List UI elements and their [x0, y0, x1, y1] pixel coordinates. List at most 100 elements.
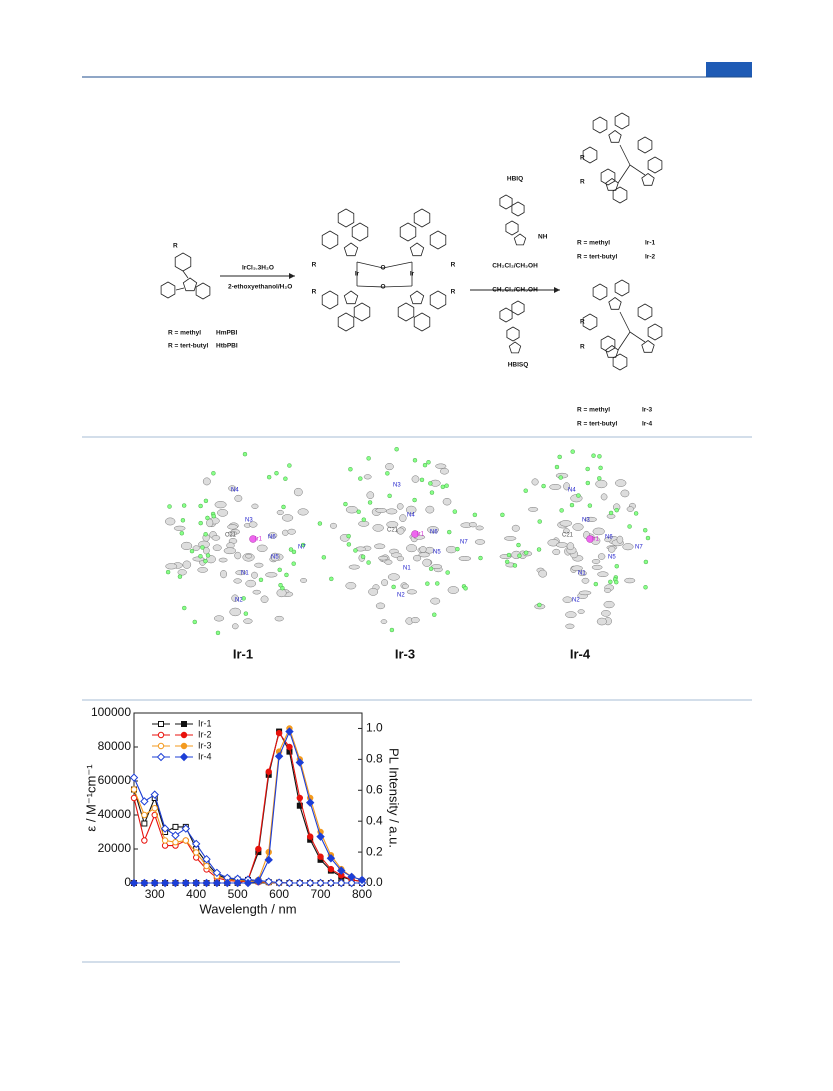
- label: N1: [403, 566, 411, 572]
- data-point: [130, 794, 138, 802]
- bond: [382, 261, 413, 269]
- atom-ellipsoid: [385, 463, 394, 471]
- atom-ellipsoid: [559, 520, 573, 527]
- hydrogen: [165, 569, 171, 575]
- atom-ellipsoid: [251, 571, 258, 579]
- hydrogen: [500, 512, 505, 518]
- ring: [600, 168, 616, 186]
- atom-ellipsoid: [578, 590, 592, 596]
- atom-ellipsoid: [363, 474, 372, 480]
- hydrogen: [597, 454, 602, 459]
- atom-ellipsoid: [233, 578, 242, 584]
- y-tick-label: 100000: [91, 705, 131, 719]
- atom-ellipsoid: [245, 579, 257, 588]
- hydrogen: [432, 612, 437, 617]
- atom-ellipsoid: [234, 494, 243, 502]
- ring: [409, 242, 425, 257]
- atom-ellipsoid: [270, 552, 280, 562]
- arrow-head: [289, 273, 295, 279]
- data-point: [191, 878, 201, 888]
- y-tick-label: 60000: [98, 773, 132, 787]
- data-point: [285, 727, 294, 736]
- atom-ellipsoid: [386, 521, 399, 528]
- atom-ellipsoid: [223, 547, 237, 555]
- label: N4: [568, 488, 576, 494]
- label: R = tert-butyl: [577, 421, 617, 428]
- data-point: [285, 878, 294, 888]
- hydrogen: [576, 493, 581, 498]
- label: Ir-1: [233, 646, 253, 661]
- ring: [429, 290, 447, 310]
- label: R = methyl: [577, 240, 610, 247]
- label: Ir1: [417, 532, 425, 538]
- ring: [508, 341, 522, 354]
- hydrogen: [506, 552, 512, 558]
- ring: [399, 222, 417, 242]
- label: C21: [225, 533, 237, 539]
- ring: [612, 353, 628, 371]
- ring: [413, 208, 431, 228]
- hydrogen: [419, 477, 425, 483]
- hydrogen: [425, 581, 430, 586]
- ring: [337, 208, 355, 228]
- label: R: [580, 155, 585, 162]
- label: Ir-4: [570, 646, 591, 661]
- hydrogen: [203, 558, 208, 564]
- atom-ellipsoid: [624, 577, 636, 584]
- atom-ellipsoid: [256, 544, 268, 552]
- hydrogen: [291, 549, 297, 555]
- x-tick-label: 600: [269, 887, 289, 901]
- label: N2: [397, 593, 405, 599]
- hydrogen: [569, 502, 575, 508]
- data-point: [327, 865, 335, 873]
- hydrogen: [167, 504, 172, 509]
- hydrogen: [394, 447, 399, 452]
- ring: [641, 173, 655, 186]
- label: CH₂Cl₂/CH₃OH: [492, 263, 538, 270]
- hydrogen: [281, 504, 286, 510]
- hydrogen: [356, 509, 361, 514]
- atom-ellipsoid: [572, 523, 584, 531]
- bond: [382, 285, 413, 288]
- label: N4: [407, 513, 415, 519]
- label: N6: [430, 530, 438, 536]
- label: N7: [635, 545, 643, 551]
- data-point: [233, 878, 242, 888]
- y-tick-label: 0: [124, 875, 131, 889]
- atom-ellipsoid: [293, 487, 303, 497]
- hydrogen: [428, 481, 433, 486]
- atom-ellipsoid: [439, 467, 449, 475]
- data-point: [161, 837, 169, 844]
- atom-ellipsoid: [232, 623, 239, 630]
- atom-ellipsoid: [475, 525, 484, 531]
- x-tick-label: 700: [311, 887, 331, 901]
- hydrogen: [177, 574, 183, 579]
- label: Ir: [355, 271, 360, 278]
- atom-ellipsoid: [430, 597, 441, 605]
- hydrogen: [200, 545, 205, 550]
- hydrogen: [440, 484, 446, 490]
- atom-ellipsoid: [251, 503, 259, 509]
- atom-ellipsoid: [410, 616, 420, 624]
- hydrogen: [523, 550, 529, 555]
- hydrogen: [203, 498, 209, 504]
- atom-ellipsoid: [227, 530, 237, 536]
- hydrogen: [360, 554, 366, 559]
- legend-marker: [180, 742, 188, 750]
- hydrogen: [348, 467, 353, 472]
- atom-ellipsoid: [571, 565, 583, 572]
- atom-ellipsoid: [563, 482, 571, 491]
- data-point: [160, 824, 170, 833]
- data-point: [181, 824, 191, 833]
- atom-ellipsoid: [581, 577, 590, 584]
- hydrogen: [266, 474, 272, 480]
- atom-ellipsoid: [584, 516, 597, 522]
- hydrogen: [463, 586, 468, 591]
- atom-ellipsoid: [620, 489, 630, 498]
- label: N7: [298, 545, 306, 551]
- hydrogen: [554, 464, 560, 470]
- label: N4: [231, 488, 239, 494]
- hydrogen: [608, 510, 614, 516]
- data-point: [140, 878, 149, 888]
- ring: [637, 136, 653, 154]
